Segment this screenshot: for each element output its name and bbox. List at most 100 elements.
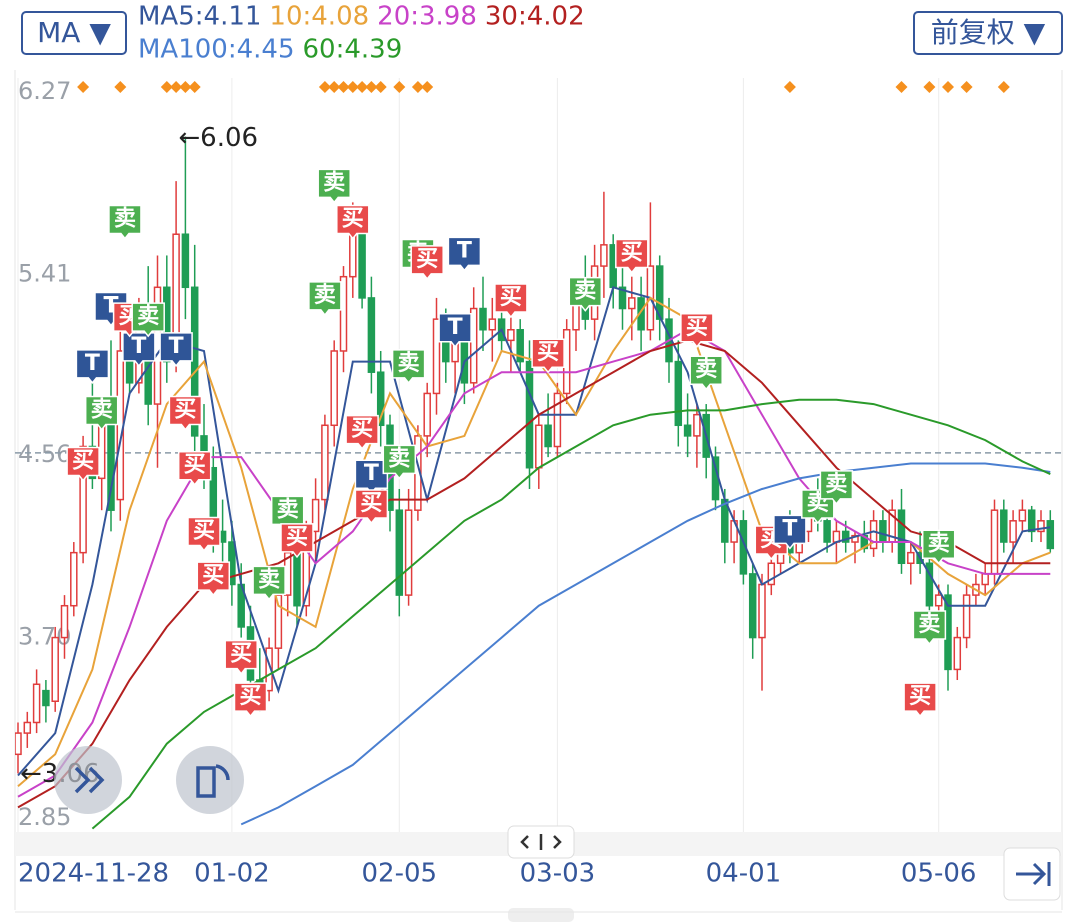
legend-entry: MA5:4.11 bbox=[138, 2, 261, 32]
signal-tag: T bbox=[438, 313, 472, 348]
signal-dot bbox=[783, 81, 796, 93]
candle-body bbox=[767, 562, 776, 586]
signal-tag-label: 买 bbox=[537, 340, 559, 365]
indicator-label[interactable]: MA ▼ bbox=[37, 16, 111, 49]
signal-tag-shape bbox=[131, 302, 165, 338]
signal-tag-label: 买 bbox=[174, 398, 196, 423]
signal-tag-shape bbox=[122, 332, 156, 368]
signal-tag: 卖 bbox=[308, 281, 342, 317]
signal-dot bbox=[356, 81, 369, 93]
rotate-button-circle[interactable] bbox=[176, 746, 244, 814]
x-tick-label: 05-06 bbox=[901, 859, 977, 889]
legend-entry: 60:4.39 bbox=[303, 35, 403, 65]
signal-tag: 买 bbox=[531, 338, 565, 374]
signal-tag-shape bbox=[438, 313, 472, 348]
signal-tag-label: 买 bbox=[909, 684, 931, 709]
signal-tag-shape bbox=[494, 283, 528, 319]
signal-tag: 买 bbox=[168, 395, 203, 431]
signal-dot bbox=[337, 81, 350, 93]
legend-entry: 20:3.98 bbox=[377, 2, 477, 32]
signal-tag: 卖 bbox=[108, 204, 142, 240]
signal-dot bbox=[942, 81, 954, 93]
candle-body bbox=[376, 371, 385, 427]
signal-tag-shape bbox=[531, 338, 565, 374]
signal-tag: 卖 bbox=[131, 302, 165, 338]
candle-body bbox=[330, 350, 338, 427]
signal-tag-label: 卖 bbox=[114, 205, 136, 231]
signal-tag-label: T bbox=[782, 516, 797, 541]
signal-tag-shape bbox=[280, 523, 314, 559]
signal-tag-label: 卖 bbox=[137, 303, 159, 329]
candle-body bbox=[879, 520, 887, 543]
signal-tag-shape bbox=[252, 565, 286, 601]
signal-tag: 卖 bbox=[317, 168, 351, 204]
jump-latest-button[interactable] bbox=[1003, 847, 1061, 901]
signal-tag-label: 买 bbox=[686, 315, 708, 340]
candle-body bbox=[674, 360, 683, 427]
bottom-handle bbox=[508, 908, 574, 922]
signal-tag: 卖 bbox=[689, 355, 723, 391]
candle-body bbox=[600, 244, 608, 267]
signal-tag-label: 买 bbox=[193, 519, 215, 544]
candle-body bbox=[758, 583, 766, 639]
signal-dot bbox=[960, 81, 973, 93]
candle-body bbox=[981, 573, 989, 586]
rotate-button-icon[interactable] bbox=[196, 764, 230, 798]
signal-tag-shape bbox=[336, 204, 370, 240]
candle-body bbox=[1000, 509, 1008, 543]
candle-body bbox=[618, 286, 627, 310]
signal-tag-label: 买 bbox=[360, 491, 382, 516]
signal-dot bbox=[374, 81, 387, 93]
signal-tag: 买 bbox=[233, 682, 268, 718]
collapse-button[interactable] bbox=[54, 746, 122, 814]
rotate-button[interactable] bbox=[176, 746, 244, 814]
adjust-box[interactable] bbox=[913, 11, 1063, 55]
signal-tag-shape bbox=[689, 355, 723, 391]
scroll-thumb-icon[interactable] bbox=[520, 834, 562, 850]
scroll-thumb[interactable] bbox=[507, 825, 575, 859]
signal-tag-shape bbox=[912, 610, 947, 646]
candle-body bbox=[1046, 520, 1055, 550]
signal-tag-shape bbox=[308, 281, 342, 317]
signal-tag: 卖 bbox=[391, 349, 426, 385]
candle-body bbox=[1009, 520, 1017, 543]
indicator-button[interactable]: MA ▼ bbox=[21, 11, 127, 55]
candle-body bbox=[823, 520, 831, 543]
signal-tag: 卖 bbox=[921, 529, 956, 565]
candle-body bbox=[23, 721, 32, 734]
candle-body bbox=[507, 329, 515, 342]
signal-tag-shape bbox=[391, 349, 426, 385]
candle-body bbox=[869, 520, 878, 550]
signal-dot bbox=[997, 81, 1010, 93]
signal-dot bbox=[421, 81, 434, 93]
signal-tag-shape bbox=[84, 395, 119, 431]
candle-body bbox=[516, 329, 524, 363]
candle-body bbox=[488, 318, 497, 331]
collapse-button-icon[interactable] bbox=[74, 766, 105, 794]
signal-tag-shape bbox=[410, 245, 444, 281]
signal-tag: 卖 bbox=[252, 565, 286, 601]
indicator-box[interactable] bbox=[21, 11, 127, 55]
signal-tag-label: 卖 bbox=[323, 169, 345, 195]
signal-tag-shape bbox=[317, 168, 351, 204]
signal-tag-shape bbox=[177, 450, 212, 486]
signal-tag: 卖 bbox=[84, 395, 119, 431]
signal-tag: 卖 bbox=[382, 444, 417, 480]
candle-body bbox=[748, 573, 757, 639]
signal-dot bbox=[77, 81, 90, 93]
candle-body bbox=[693, 413, 701, 437]
candle-body bbox=[553, 392, 562, 448]
signal-dot bbox=[895, 81, 908, 93]
signal-tag-label: 卖 bbox=[928, 530, 950, 556]
signal-tag: 卖 bbox=[270, 495, 305, 531]
signal-tag-shape bbox=[187, 516, 221, 552]
signal-tag-shape bbox=[75, 349, 110, 385]
signal-tag-label: 买 bbox=[621, 240, 643, 265]
signal-tag-label: 卖 bbox=[918, 611, 940, 637]
adjust-button[interactable]: 前复权 ▼ bbox=[913, 11, 1063, 55]
candle-body bbox=[60, 604, 69, 639]
adjust-label[interactable]: 前复权 ▼ bbox=[931, 16, 1046, 49]
jump-latest-icon[interactable] bbox=[1016, 862, 1051, 886]
signal-tag-label: 买 bbox=[202, 563, 224, 588]
